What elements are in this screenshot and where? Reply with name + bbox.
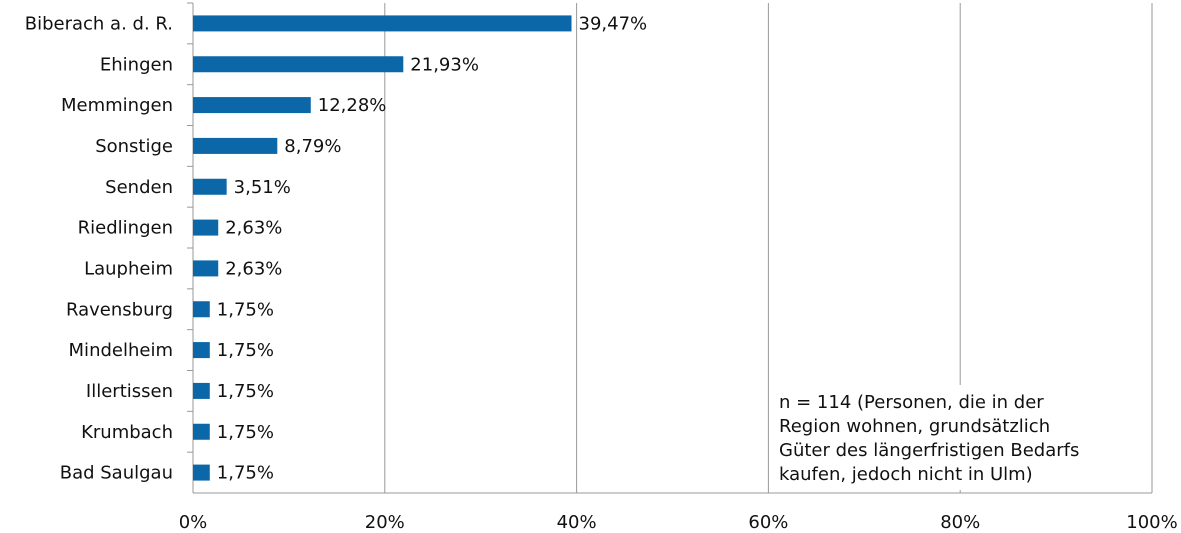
annotation: kaufen, jedoch nicht in Ulm) [779, 464, 1033, 485]
bar [193, 15, 572, 32]
bar [193, 342, 210, 359]
y-tick-label: Illertissen [86, 381, 173, 402]
value-label: 12,28% [318, 95, 387, 116]
annotation: Güter des längerfristigen Bedarfs [779, 440, 1079, 461]
y-tick-label: Sonstige [95, 136, 173, 157]
value-label: 1,75% [217, 299, 274, 320]
annotation: n = 114 (Personen, die in der [779, 392, 1044, 413]
value-label: 2,63% [225, 258, 282, 279]
bar [193, 178, 227, 195]
y-tick-label: Bad Saulgau [60, 463, 173, 484]
value-label: 1,75% [217, 340, 274, 361]
value-label: 21,93% [410, 54, 479, 75]
bar [193, 382, 210, 399]
x-tick-label: 40% [557, 512, 597, 529]
x-tick-label: 100% [1126, 512, 1177, 529]
bar [193, 423, 210, 440]
value-label: 8,79% [284, 136, 341, 157]
y-tick-label: Ravensburg [66, 299, 173, 320]
x-tick-label: 80% [940, 512, 980, 529]
y-tick-label: Ehingen [100, 54, 173, 75]
value-label: 39,47% [579, 13, 648, 34]
x-tick-label: 60% [748, 512, 788, 529]
y-tick-label: Memmingen [61, 95, 173, 116]
x-tick-label: 20% [365, 512, 405, 529]
bar [193, 219, 219, 236]
bar [193, 301, 210, 318]
bar [193, 464, 210, 481]
y-tick-label: Laupheim [84, 258, 173, 279]
annotation: Region wohnen, grundsätzlich [779, 416, 1050, 437]
value-label: 1,75% [217, 381, 274, 402]
annotation-box [770, 385, 1140, 490]
value-label: 3,51% [234, 177, 291, 198]
bar [193, 137, 278, 154]
y-tick-label: Mindelheim [69, 340, 173, 361]
y-tick-label: Krumbach [81, 422, 173, 443]
value-label: 2,63% [225, 218, 282, 239]
x-tick-label: 0% [179, 512, 208, 529]
value-label: 1,75% [217, 422, 274, 443]
bar [193, 56, 404, 73]
bar [193, 97, 311, 114]
y-tick-label: Biberach a. d. R. [25, 13, 173, 34]
y-tick-label: Riedlingen [78, 218, 173, 239]
bar [193, 260, 219, 277]
value-label: 1,75% [217, 463, 274, 484]
y-tick-label: Senden [105, 177, 173, 198]
